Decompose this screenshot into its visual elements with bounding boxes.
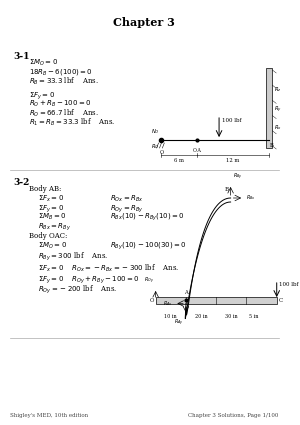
Text: C: C — [279, 298, 283, 303]
Text: $R_{Oy} = -200$ lbf    Ans.: $R_{Oy} = -200$ lbf Ans. — [38, 283, 118, 295]
Text: $N_O$: $N_O$ — [151, 127, 160, 136]
Text: 3-2: 3-2 — [14, 178, 30, 187]
Text: O·A: O·A — [193, 148, 202, 153]
Text: Chapter 3: Chapter 3 — [113, 17, 175, 28]
Text: 6 m: 6 m — [174, 158, 184, 163]
Text: 3-1: 3-1 — [14, 52, 30, 61]
Text: $R_x$: $R_x$ — [274, 124, 282, 133]
Text: 12 m: 12 m — [226, 158, 240, 163]
Text: $R_{Bx} = R_{By}$: $R_{Bx} = R_{By}$ — [38, 221, 71, 232]
Text: $R_z$: $R_z$ — [274, 85, 282, 94]
Text: $R_{Oy} = R_{By}$: $R_{Oy} = R_{By}$ — [110, 203, 144, 215]
Text: $\Sigma F_y = 0$    $R_{Oy} + R_{By} - 100 = 0$: $\Sigma F_y = 0$ $R_{Oy} + R_{By} - 100 … — [38, 274, 140, 286]
Bar — [266, 68, 272, 148]
Text: $R_B = 33.3$ lbf    Ans.: $R_B = 33.3$ lbf Ans. — [29, 76, 99, 87]
Bar — [156, 297, 277, 303]
Text: 5 in: 5 in — [249, 314, 259, 319]
Text: Body OAC:: Body OAC: — [29, 232, 67, 240]
Text: $\Sigma M_O = 0$: $\Sigma M_O = 0$ — [38, 241, 68, 251]
Text: $R_{Oy}$: $R_{Oy}$ — [144, 276, 154, 286]
Text: $R_{By} = 300$ lbf    Ans.: $R_{By} = 300$ lbf Ans. — [38, 250, 109, 263]
Text: $R_{Ox} = R_{Bx}$: $R_{Ox} = R_{Bx}$ — [110, 194, 144, 204]
Text: $R_{Ay}$: $R_{Ay}$ — [174, 317, 184, 328]
Text: $\Sigma F_y = 0$: $\Sigma F_y = 0$ — [38, 203, 64, 215]
Text: 30 in: 30 in — [225, 314, 238, 319]
Text: $\Sigma M_B = 0$: $\Sigma M_B = 0$ — [38, 212, 67, 222]
Text: $\Sigma M_O = 0$: $\Sigma M_O = 0$ — [29, 58, 58, 68]
Text: Chapter 3 Solutions, Page 1/100: Chapter 3 Solutions, Page 1/100 — [188, 414, 279, 419]
Text: Body AB:: Body AB: — [29, 185, 61, 193]
Text: $R_{By}(10) - 100(30) = 0$: $R_{By}(10) - 100(30) = 0$ — [110, 241, 187, 252]
Text: 100 lbf: 100 lbf — [222, 118, 242, 123]
Text: $\Sigma F_x = 0$: $\Sigma F_x = 0$ — [38, 194, 64, 204]
Text: B: B — [270, 143, 274, 148]
Text: $18R_B - 6(100) = 0$: $18R_B - 6(100) = 0$ — [29, 67, 93, 77]
Text: $R_O = 66.7$ lbf    Ans.: $R_O = 66.7$ lbf Ans. — [29, 108, 99, 119]
Text: $R_{By}$: $R_{By}$ — [232, 172, 242, 182]
Text: Shigley's MED, 10th edition: Shigley's MED, 10th edition — [10, 414, 88, 419]
Text: O: O — [149, 298, 154, 303]
Text: 10 in: 10 in — [164, 314, 177, 319]
Text: $R_y$: $R_y$ — [274, 105, 282, 115]
Text: 100 lbf: 100 lbf — [279, 282, 298, 287]
Text: $R_{Bx}(10) - R_{By}(10) = 0$: $R_{Bx}(10) - R_{By}(10) = 0$ — [110, 212, 185, 224]
Text: B: B — [225, 187, 229, 192]
Text: A: A — [184, 291, 188, 295]
Text: $R_O$: $R_O$ — [151, 142, 160, 151]
Text: $R_{Bx}$: $R_{Bx}$ — [246, 193, 256, 202]
Text: 20 in: 20 in — [195, 314, 207, 319]
Text: O: O — [159, 150, 164, 155]
Text: $\Sigma F_y = 0$: $\Sigma F_y = 0$ — [29, 90, 55, 102]
Text: $R_1 = R_B = 33.3$ lbf    Ans.: $R_1 = R_B = 33.3$ lbf Ans. — [29, 117, 116, 128]
Text: $\Sigma F_x = 0$    $R_{Ox} = -R_{Bx} = -300$ lbf    Ans.: $\Sigma F_x = 0$ $R_{Ox} = -R_{Bx} = -30… — [38, 263, 180, 274]
Text: $R_{Ax}$: $R_{Ax}$ — [163, 299, 172, 308]
Text: $R_O + R_B - 100 = 0$: $R_O + R_B - 100 = 0$ — [29, 99, 91, 109]
